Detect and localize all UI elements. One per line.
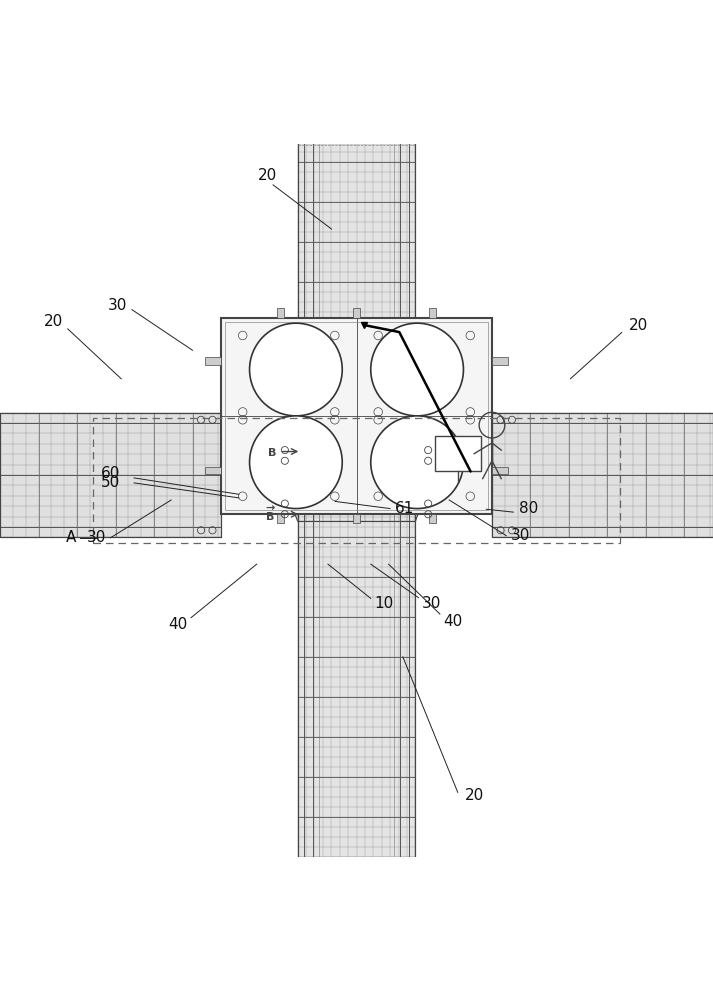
Bar: [298, 443, 415, 856]
Text: 80: 80: [520, 501, 538, 516]
Ellipse shape: [371, 416, 463, 509]
Bar: [0, 413, 221, 537]
Bar: [435, 436, 481, 471]
Bar: [205, 467, 221, 474]
Text: 30: 30: [421, 596, 441, 611]
Text: 20: 20: [465, 788, 483, 803]
Polygon shape: [221, 318, 492, 521]
Bar: [429, 514, 436, 523]
Text: $\mathbf{B}$: $\mathbf{B}$: [267, 446, 277, 458]
Bar: [221, 318, 492, 514]
Bar: [277, 514, 284, 523]
Text: $\mathbf{\overrightarrow{B}}$: $\mathbf{\overrightarrow{B}}$: [265, 505, 277, 523]
Text: 40: 40: [443, 614, 462, 629]
Text: 50: 50: [101, 475, 120, 490]
Text: 30: 30: [86, 530, 106, 545]
Bar: [0, 413, 221, 537]
Bar: [225, 322, 488, 510]
Bar: [298, 143, 415, 521]
Text: 30: 30: [108, 298, 128, 313]
Bar: [492, 413, 713, 537]
Bar: [492, 467, 508, 474]
Bar: [429, 308, 436, 318]
Text: 20: 20: [629, 318, 647, 333]
Ellipse shape: [250, 323, 342, 416]
Bar: [492, 357, 508, 365]
Text: 20: 20: [44, 314, 63, 329]
Ellipse shape: [250, 416, 342, 509]
Text: 60: 60: [101, 466, 120, 481]
Text: A: A: [66, 530, 76, 545]
Bar: [353, 308, 360, 318]
Text: 61: 61: [395, 501, 415, 516]
Ellipse shape: [371, 323, 463, 416]
Polygon shape: [221, 443, 492, 514]
Text: 30: 30: [511, 528, 530, 543]
Text: 20: 20: [258, 168, 277, 183]
Bar: [492, 413, 713, 537]
Bar: [298, 443, 415, 856]
Bar: [205, 357, 221, 365]
Bar: [277, 308, 284, 318]
Bar: [298, 143, 415, 521]
Bar: [93, 418, 620, 543]
Text: 40: 40: [169, 617, 188, 632]
Bar: [353, 514, 360, 523]
Text: 10: 10: [374, 596, 393, 611]
